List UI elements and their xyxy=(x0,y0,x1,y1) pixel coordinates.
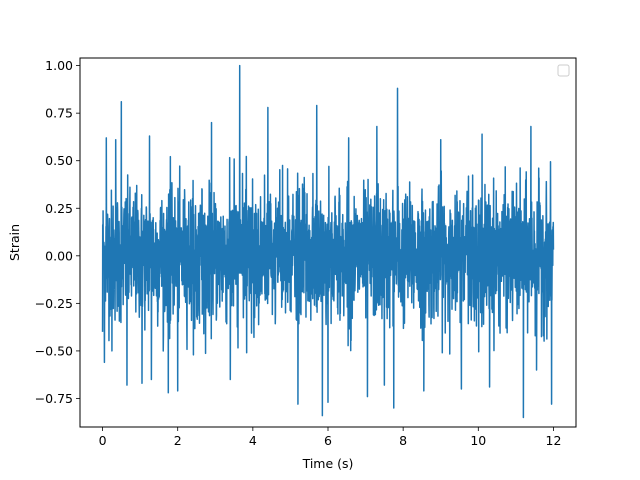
y-tick-label: 0.75 xyxy=(45,106,73,121)
y-tick-label: −0.50 xyxy=(35,343,73,358)
legend-box xyxy=(557,64,570,77)
y-tick-label: 0.25 xyxy=(45,201,73,216)
x-axis-label: Time (s) xyxy=(302,456,354,471)
x-axis: 0 2 4 6 8 10 12 xyxy=(99,427,562,448)
x-tick-label: 12 xyxy=(546,433,562,448)
strain-series-line xyxy=(101,64,555,419)
x-tick-label: 8 xyxy=(399,433,407,448)
x-tick-label: 4 xyxy=(249,433,257,448)
series-strain xyxy=(101,64,555,419)
x-tick-label: 10 xyxy=(470,433,486,448)
y-tick-label: −0.75 xyxy=(35,391,73,406)
y-axis: −0.75 −0.50 −0.25 0.00 0.25 0.50 0.75 1.00 xyxy=(35,58,80,406)
x-tick-label: 2 xyxy=(174,433,182,448)
y-axis-label: Strain xyxy=(7,224,22,261)
y-tick-label: 1.00 xyxy=(45,58,73,73)
y-tick-label: 0.50 xyxy=(45,153,73,168)
x-tick-label: 6 xyxy=(324,433,332,448)
x-tick-label: 0 xyxy=(99,433,107,448)
y-tick-label: 0.00 xyxy=(45,248,73,263)
y-tick-label: −0.25 xyxy=(35,296,73,311)
